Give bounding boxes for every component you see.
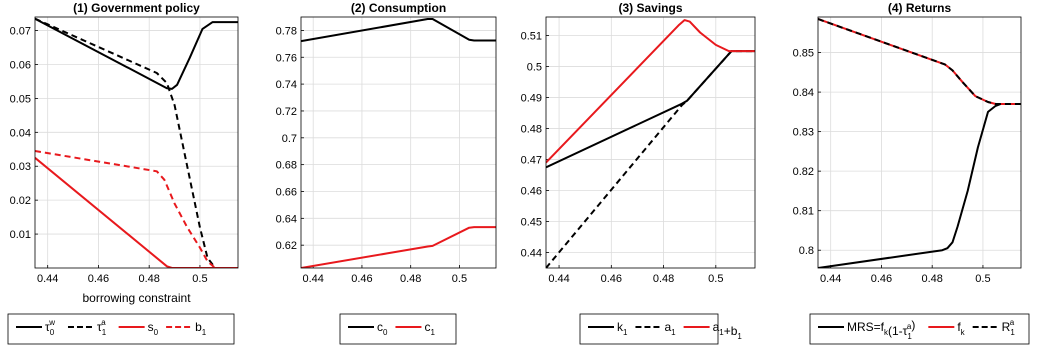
legend-label: b1: [195, 320, 207, 337]
y-tick-label: 0.74: [276, 79, 297, 91]
series-line-3: [818, 18, 1021, 105]
y-tick-label: 0.49: [521, 93, 542, 105]
y-tick-label: 0.47: [521, 155, 542, 167]
x-tick-label: 0.5: [975, 273, 990, 285]
y-tick-label: 0.68: [276, 160, 297, 172]
panel-title: (2) Consumption: [351, 1, 446, 15]
legend-label: c0: [377, 320, 388, 337]
plot-frame: [817, 16, 1022, 269]
series-line-3: [35, 157, 238, 268]
x-tick-label: 0.46: [601, 273, 622, 285]
y-tick-label: 0.66: [276, 186, 297, 198]
x-tick-label: 0.44: [302, 273, 323, 285]
y-tick-label: 0.07: [10, 26, 31, 38]
series-line-2: [818, 18, 1021, 105]
series-line-2: [35, 17, 238, 268]
series-line-3: [546, 19, 755, 164]
series-line-1: [546, 50, 755, 169]
series-line-1: [301, 18, 496, 43]
panel-2: 0.44 0.46 0.48 0.5 0.62 0.64 0.66 0.68 0.7 0.72 0.…: [276, 1, 497, 345]
y-tick-label: 0.8: [799, 245, 814, 257]
x-tick-label: 0.44: [548, 273, 569, 285]
legend-label: fk: [957, 320, 965, 337]
series-line-1: [35, 17, 238, 90]
y-tick-label: 0.46: [521, 186, 542, 198]
y-tick-label: 0.78: [276, 25, 297, 37]
x-tick-label: 0.48: [653, 273, 674, 285]
y-tick-label: 0.45: [521, 217, 542, 229]
legend-box: [579, 313, 719, 345]
y-tick-label: 0.44: [521, 248, 542, 260]
legend-label: a1: [664, 320, 676, 337]
legend: c0 c1: [339, 313, 457, 345]
y-tick-label: 0.51: [521, 31, 542, 43]
y-tick-label: 0.84: [793, 87, 814, 99]
series-line-2: [301, 226, 496, 268]
y-tick-label: 0.01: [10, 229, 31, 241]
x-axis-label: borrowing constraint: [82, 291, 191, 305]
y-tick-label: 0.05: [10, 93, 31, 105]
y-tick-label: 0.04: [10, 127, 31, 139]
legend-label: R1a: [1002, 318, 1016, 337]
y-tick-label: 0.72: [276, 106, 297, 118]
legend-label: a1+b1: [713, 320, 743, 341]
x-tick-label: 0.5: [192, 273, 207, 285]
legend: MRS=fk(1-τ1a) fk R1a: [809, 313, 1030, 345]
plot-frame: [34, 16, 239, 269]
legend-label: c1: [424, 320, 435, 337]
plot-frame: [300, 16, 497, 269]
legend-label: k1: [617, 320, 628, 337]
x-tick-label: 0.46: [351, 273, 372, 285]
legend-label: τ0w: [45, 318, 55, 337]
legend: τ0w τ1a s0 b1: [7, 313, 235, 345]
legend-box: [809, 313, 1030, 345]
y-tick-label: 0.7: [282, 133, 297, 145]
panel-3: 0.44 0.46 0.48 0.5 0.44 0.45 0.46 0.47 0.48 0.49 0…: [521, 1, 756, 345]
x-tick-label: 0.48: [138, 273, 159, 285]
panel-title: (4) Returns: [888, 1, 952, 15]
y-tick-label: 0.02: [10, 195, 31, 207]
legend-label: s0: [148, 320, 159, 337]
y-tick-label: 0.03: [10, 161, 31, 173]
y-tick-label: 0.81: [793, 206, 814, 218]
legend-label: τ1a: [97, 318, 107, 337]
legend: k1 a1 a1+b1: [579, 313, 743, 345]
y-tick-label: 0.82: [793, 166, 814, 178]
x-tick-label: 0.44: [820, 273, 841, 285]
y-tick-label: 0.85: [793, 48, 814, 60]
x-tick-label: 0.5: [708, 273, 723, 285]
x-tick-label: 0.48: [921, 273, 942, 285]
panel-title: (3) Savings: [618, 1, 682, 15]
legend-box: [339, 313, 457, 345]
y-tick-label: 0.62: [276, 240, 297, 252]
series-line-1: [818, 103, 1021, 268]
y-tick-label: 0.64: [276, 213, 297, 225]
panel-4: 0.44 0.46 0.48 0.5 0.8 0.81 0.82 0.83 0.84 0.85 (4…: [793, 1, 1030, 345]
plot-frame: [545, 16, 756, 269]
y-tick-label: 0.83: [793, 127, 814, 139]
y-tick-label: 0.76: [276, 52, 297, 64]
x-tick-label: 0.46: [871, 273, 892, 285]
x-tick-label: 0.44: [37, 273, 58, 285]
legend-label: MRS=fk(1-τ1a): [847, 318, 915, 341]
legend-box: [7, 313, 235, 345]
series-line-4: [35, 150, 238, 268]
panel-1: 0.44 0.46 0.48 0.5 0.01 0.02 0.03 0.04 0.05 0.06 0…: [7, 1, 239, 345]
x-tick-label: 0.46: [88, 273, 109, 285]
y-tick-label: 0.5: [527, 62, 542, 74]
panel-title: (1) Government policy: [73, 1, 200, 15]
y-tick-label: 0.48: [521, 124, 542, 136]
y-tick-label: 0.06: [10, 59, 31, 71]
x-tick-label: 0.48: [400, 273, 421, 285]
x-tick-label: 0.5: [452, 273, 467, 285]
